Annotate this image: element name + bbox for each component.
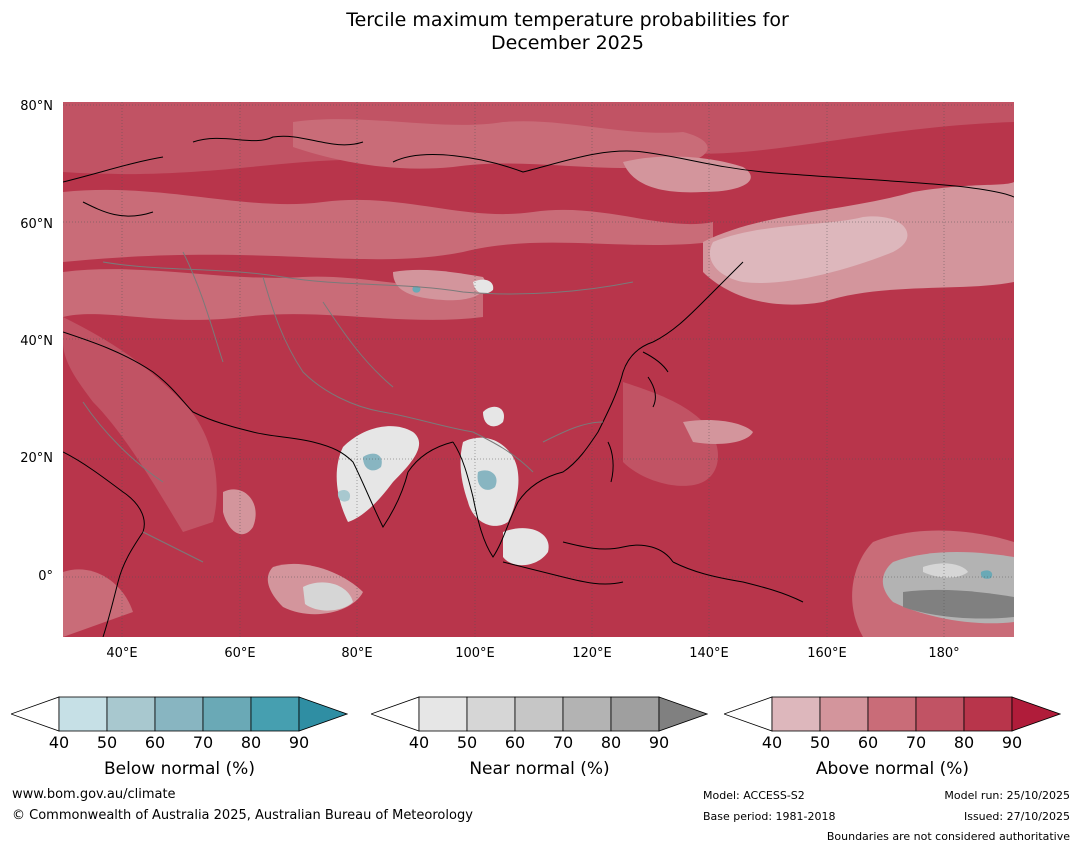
lat-label-60n: 60°N	[20, 217, 53, 232]
above-normal-tick-60: 60	[857, 733, 879, 752]
lon-label-180: 180°	[928, 646, 960, 661]
near-normal-segment-4	[610, 696, 660, 732]
near-normal-tick-70: 70	[552, 733, 574, 752]
near-normal-tick-50: 50	[456, 733, 478, 752]
model-run-date: Model run: 25/10/2025	[944, 789, 1070, 802]
above-normal-high-extension	[1011, 696, 1062, 732]
near-normal-tick-60: 60	[504, 733, 526, 752]
lon-label-160e: 160°E	[807, 646, 847, 661]
lon-label-140e: 140°E	[689, 646, 729, 661]
lat-label-40n: 40°N	[20, 334, 53, 349]
chart-title: Tercile maximum temperature probabilitie…	[0, 9, 1081, 55]
below-normal-tick-50: 50	[96, 733, 118, 752]
near-normal-segment-0	[418, 696, 468, 732]
below-normal-tick-40: 40	[48, 733, 70, 752]
below-normal-segment-0	[58, 696, 108, 732]
base-period: Base period: 1981-2018	[703, 810, 836, 823]
near-normal-tick-40: 40	[408, 733, 430, 752]
lat-label-equator: 0°	[38, 569, 53, 584]
below-normal-label: Below normal (%)	[104, 759, 255, 779]
below-normal-high-extension	[298, 696, 349, 732]
above-normal-segment-1	[819, 696, 869, 732]
lon-label-60e: 60°E	[224, 646, 256, 661]
below-normal-tick-90: 90	[288, 733, 310, 752]
below-normal-segment-4	[250, 696, 300, 732]
below-normal-tick-70: 70	[192, 733, 214, 752]
near-normal-colorbar	[369, 696, 709, 736]
above-normal-segment-3	[915, 696, 965, 732]
model-name: Model: ACCESS-S2	[703, 789, 805, 802]
lat-label-80n: 80°N	[20, 99, 53, 114]
below-normal-segment-3	[202, 696, 252, 732]
above-normal-tick-40: 40	[761, 733, 783, 752]
near-normal-segment-1	[466, 696, 516, 732]
above-normal-tick-80: 80	[953, 733, 975, 752]
above-normal-label: Above normal (%)	[815, 759, 970, 779]
below-normal-colorbar	[9, 696, 349, 736]
below-normal-low-extension	[9, 696, 60, 732]
country-borders	[82, 251, 634, 563]
coastlines	[63, 135, 1014, 637]
above-normal-colorbar	[722, 696, 1062, 736]
above-normal-tick-70: 70	[905, 733, 927, 752]
above-normal-segment-4	[963, 696, 1013, 732]
graticule	[63, 102, 1014, 637]
boundaries-disclaimer: Boundaries are not considered authoritat…	[826, 830, 1070, 843]
below-normal-tick-60: 60	[144, 733, 166, 752]
near-normal-high-extension	[658, 696, 709, 732]
title-line-1: Tercile maximum temperature probabilitie…	[346, 9, 789, 31]
near-normal-label: Near normal (%)	[469, 759, 610, 779]
above-normal-low-extension	[722, 696, 773, 732]
website-link[interactable]: www.bom.gov.au/climate	[12, 787, 176, 802]
lon-label-100e: 100°E	[455, 646, 495, 661]
lon-label-40e: 40°E	[106, 646, 138, 661]
above-normal-segment-2	[867, 696, 917, 732]
below-normal-segment-2	[154, 696, 204, 732]
below-normal-tick-80: 80	[240, 733, 262, 752]
near-normal-tick-90: 90	[648, 733, 670, 752]
near-normal-tick-80: 80	[600, 733, 622, 752]
near-normal-segment-2	[514, 696, 564, 732]
below-normal-regions	[337, 285, 993, 579]
near-normal-low-extension	[369, 696, 420, 732]
above-normal-tick-90: 90	[1001, 733, 1023, 752]
below-normal-segment-1	[106, 696, 156, 732]
lon-label-120e: 120°E	[572, 646, 612, 661]
lat-label-20n: 20°N	[20, 451, 53, 466]
above-normal-segment-0	[771, 696, 821, 732]
title-line-2: December 2025	[491, 32, 644, 54]
lon-label-80e: 80°E	[341, 646, 373, 661]
copyright-notice: © Commonwealth of Australia 2025, Austra…	[12, 808, 473, 823]
issued-date: Issued: 27/10/2025	[963, 810, 1070, 823]
probability-map	[63, 102, 1014, 637]
above-normal-tick-50: 50	[809, 733, 831, 752]
near-normal-segment-3	[562, 696, 612, 732]
